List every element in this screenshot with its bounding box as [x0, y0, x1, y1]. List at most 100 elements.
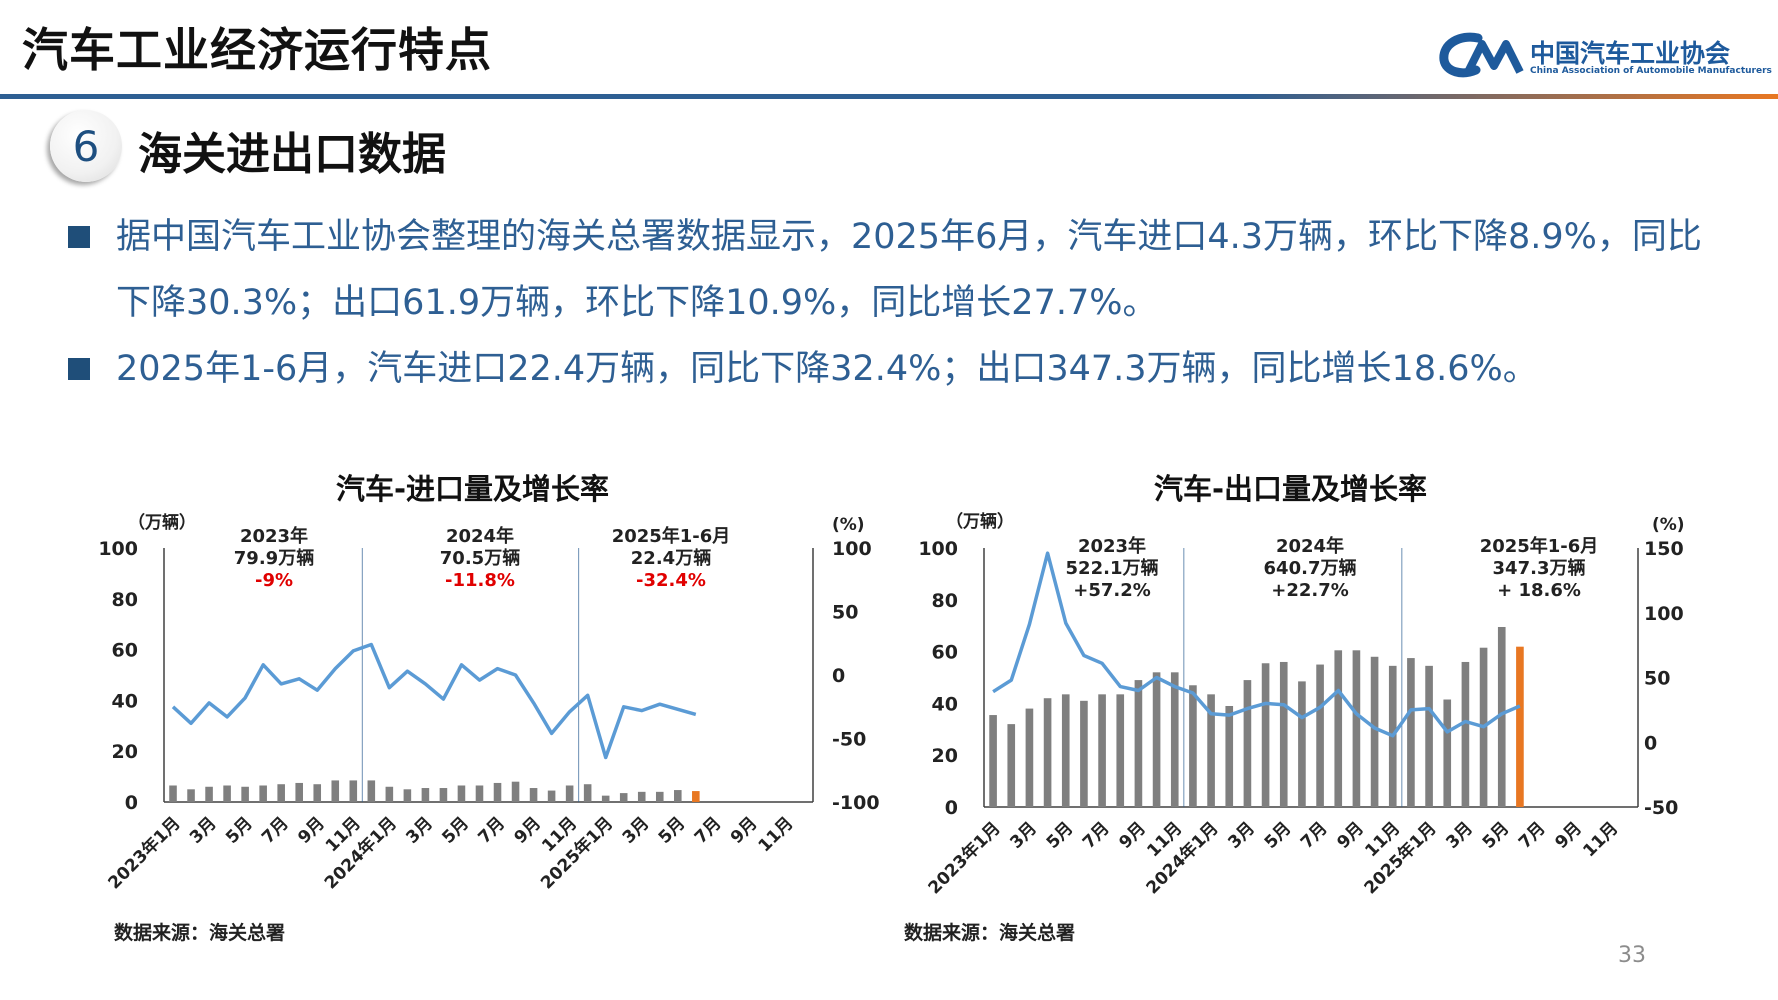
y-left-tick-label: 60: [112, 640, 138, 662]
annotation-text: 2025年1-6月: [1480, 535, 1599, 557]
bar: [674, 790, 682, 802]
bar: [1461, 661, 1470, 807]
bar: [385, 786, 394, 802]
bullet-square-icon: [68, 358, 90, 380]
bar: [331, 780, 340, 802]
bar: [547, 790, 556, 802]
bar: [565, 785, 574, 802]
bar: [1098, 694, 1106, 807]
bar: [169, 785, 177, 802]
annotation-growth: -11.8%: [445, 570, 515, 591]
bar: [1352, 650, 1361, 807]
bar: [1225, 705, 1234, 807]
bar: [277, 784, 285, 802]
y-left-tick-label: 100: [918, 538, 958, 560]
bar: [439, 788, 448, 802]
x-tick-label: 7月: [1515, 818, 1550, 853]
bar: [1443, 699, 1452, 807]
bar: [295, 782, 303, 802]
annotation-growth: -9%: [255, 570, 293, 591]
bar: [475, 785, 484, 802]
bar: [1370, 656, 1379, 807]
annotation-text: +22.7%: [1271, 580, 1349, 601]
bar: [601, 795, 610, 802]
annotation-text: 79.9万辆: [234, 547, 314, 569]
import-chart-title: 汽车-进口量及增长率: [336, 472, 610, 506]
bar: [421, 788, 430, 802]
bar: [349, 780, 358, 802]
annotation-text: 2023年: [1078, 535, 1146, 557]
bar: [1116, 694, 1125, 807]
bar: [655, 791, 664, 802]
bar: [1407, 658, 1415, 807]
annotation-text: 2024年: [446, 525, 514, 547]
bar: [1207, 694, 1215, 807]
annotation-text: 70.5万辆: [440, 547, 520, 569]
annotation-text: 2025年1-6月: [612, 525, 731, 547]
bar: [313, 784, 322, 802]
y-right-tick-label: -50: [832, 729, 866, 751]
export-chart-title: 汽车-出口量及增长率: [1154, 472, 1428, 506]
bar: [692, 791, 700, 802]
bar: [1007, 724, 1016, 807]
header-divider: [0, 94, 1778, 99]
bar: [619, 793, 628, 802]
y-right-tick-label: 100: [1644, 603, 1684, 625]
bar: [1025, 708, 1034, 807]
bar: [1061, 694, 1070, 807]
bar: [511, 781, 520, 802]
bar: [1152, 672, 1161, 807]
section-number-badge: 6: [50, 110, 122, 182]
annotation-text: +57.2%: [1073, 580, 1151, 601]
bar: [367, 780, 376, 802]
y-right-tick-label: -50: [1644, 797, 1678, 819]
x-tick-label: 3月: [1006, 818, 1041, 853]
growth-rate-line: [171, 642, 697, 760]
bar: [1261, 663, 1270, 807]
annotation-text: 522.1万辆: [1066, 557, 1159, 579]
section-title: 海关进出口数据: [138, 129, 446, 180]
y-right-tick-label: 0: [1644, 732, 1657, 754]
x-tick-label: 5月: [1261, 818, 1296, 853]
bar: [241, 786, 249, 802]
bar: [223, 785, 231, 802]
bar: [1279, 661, 1288, 807]
bar: [1425, 665, 1433, 807]
y-right-tick-label: 50: [832, 602, 858, 624]
x-tick-label: 7月: [1297, 818, 1332, 853]
bar: [493, 782, 502, 802]
bullet-square-icon: [68, 226, 90, 248]
bar: [1189, 685, 1197, 807]
bar: [205, 786, 213, 802]
y-left-tick-label: 80: [932, 590, 958, 612]
y-left-unit: （万辆）: [946, 511, 1014, 532]
bar: [637, 791, 646, 802]
page-header-title: 汽车工业经济运行特点: [22, 23, 492, 77]
annotation-growth: -32.4%: [636, 570, 706, 591]
y-left-tick-label: 60: [932, 642, 958, 664]
y-right-tick-label: 150: [1644, 538, 1684, 560]
x-tick-label: 5月: [1043, 818, 1078, 853]
x-tick-label: 2023年1月: [924, 818, 1005, 899]
annotation-text: 2024年: [1276, 535, 1344, 557]
x-tick-label: 11月: [1579, 818, 1622, 861]
y-left-tick-label: 0: [945, 797, 958, 819]
bar: [1497, 626, 1506, 807]
bullet-item: 据中国汽车工业协会整理的海关总署数据显示，2025年6月，汽车进口4.3万辆，环…: [68, 204, 1728, 336]
bar: [583, 784, 592, 802]
bar: [403, 789, 412, 802]
y-right-tick-label: 100: [832, 538, 872, 560]
bar: [1316, 664, 1324, 807]
y-right-tick-label: -100: [832, 792, 880, 814]
bar: [259, 785, 267, 802]
bar: [187, 789, 195, 802]
x-tick-label: 5月: [1479, 818, 1514, 853]
y-left-tick-label: 80: [112, 589, 138, 611]
bar: [989, 715, 997, 807]
bar: [1298, 681, 1306, 807]
growth-rate-line: [992, 551, 1521, 738]
bar: [1043, 698, 1052, 807]
annotation-text: 347.3万辆: [1493, 557, 1586, 579]
